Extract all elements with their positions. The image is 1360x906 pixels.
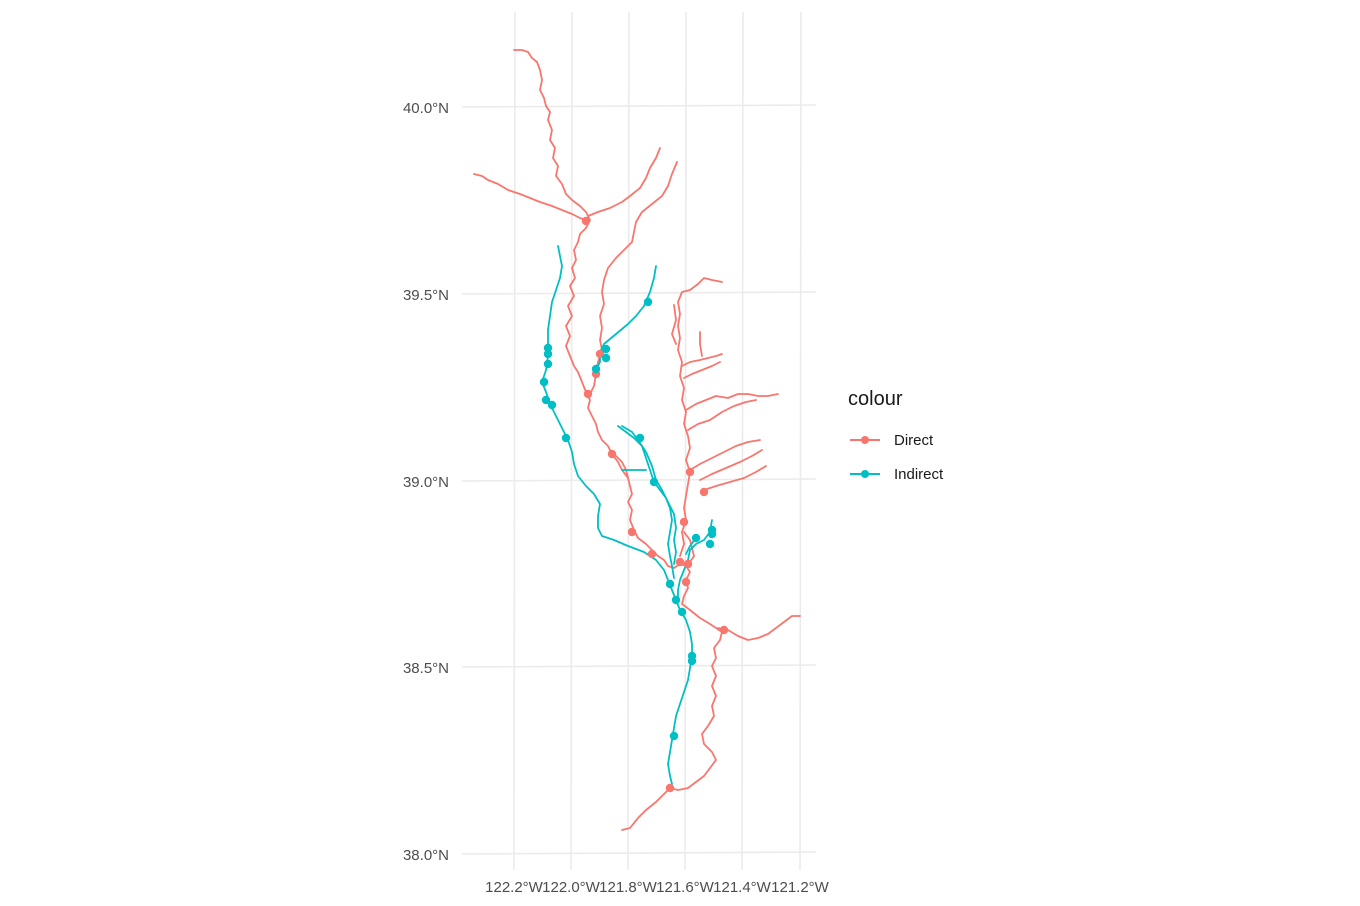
legend-key-direct — [850, 436, 880, 444]
direct-southeast-tributary — [717, 615, 801, 641]
legend: colour Direct Indirect — [848, 388, 943, 491]
indirect-site-point — [671, 595, 681, 605]
y-tick-label: 39.5°N — [403, 287, 449, 304]
legend-item-indirect: Indirect — [848, 457, 943, 491]
indirect-sites — [539, 297, 717, 741]
indirect-network — [541, 245, 713, 785]
x-tick-label: 122.0°W — [542, 879, 601, 896]
direct-site-point — [719, 625, 729, 635]
y-tick-label: 40.0°N — [403, 100, 449, 117]
direct-west-tributary — [473, 173, 587, 221]
x-tick-label: 121.4°W — [713, 879, 772, 896]
indirect-site-point — [539, 377, 549, 387]
legend-label-indirect: Indirect — [894, 465, 944, 483]
indirect-central-canal-a — [617, 425, 675, 579]
indirect-site-point — [635, 433, 645, 443]
x-tick-label: 122.2°W — [485, 879, 544, 896]
direct-site-point — [595, 349, 605, 359]
y-tick-label: 39.0°N — [403, 474, 449, 491]
direct-east-branch-1 — [681, 353, 723, 367]
indirect-west-canal — [541, 245, 693, 785]
indirect-east-canal — [677, 519, 713, 603]
direct-site-point — [665, 783, 675, 793]
direct-east-branch-4 — [687, 399, 757, 431]
indirect-site-point — [541, 395, 551, 405]
x-tick-label: 121.8°W — [599, 879, 658, 896]
direct-site-point — [681, 577, 691, 587]
direct-site-point — [647, 549, 657, 559]
indirect-site-point — [601, 344, 611, 354]
direct-site-point — [683, 559, 693, 569]
direct-site-point — [581, 216, 591, 226]
direct-east-branch-7 — [703, 465, 767, 491]
indirect-site-point — [591, 364, 601, 374]
legend-title: colour — [848, 388, 903, 410]
direct-site-point — [679, 517, 689, 527]
direct-site-point — [607, 449, 617, 459]
direct-site-point — [627, 527, 637, 537]
indirect-site-point — [707, 529, 717, 539]
indirect-site-point — [665, 579, 675, 589]
direct-east-system — [677, 277, 723, 557]
y-axis-labels: 40.0°N 39.5°N 39.0°N 38.5°N 38.0°N — [403, 100, 449, 864]
indirect-site-point — [543, 349, 553, 359]
direct-site-point — [699, 487, 709, 497]
indirect-site-point — [547, 400, 557, 410]
x-axis-labels: 122.2°W 122.0°W 121.8°W 121.6°W 121.4°W … — [485, 879, 830, 896]
direct-site-point — [675, 557, 685, 567]
direct-northeast-tributary — [587, 147, 661, 217]
indirect-site-point — [677, 607, 687, 617]
legend-label-direct: Direct — [894, 431, 934, 449]
indirect-site-point — [601, 353, 611, 363]
direct-east-branch-3 — [685, 393, 779, 411]
direct-east-tributary-1 — [595, 161, 678, 375]
direct-east-branch-5 — [689, 439, 761, 471]
direct-site-point — [685, 467, 695, 477]
gridlines — [461, 11, 817, 871]
indirect-site-point — [687, 656, 697, 666]
indirect-site-point — [561, 433, 571, 443]
direct-east-branch-9 — [699, 331, 703, 357]
direct-east-branch-6 — [699, 449, 763, 481]
direct-site-point — [583, 389, 593, 399]
direct-network — [473, 49, 801, 831]
direct-main-stem — [513, 49, 723, 791]
x-tick-label: 121.6°W — [656, 879, 715, 896]
indirect-site-point — [705, 539, 715, 549]
indirect-site-point — [543, 359, 553, 369]
indirect-site-point — [543, 343, 553, 353]
indirect-site-point — [643, 297, 653, 307]
legend-key-indirect — [850, 470, 880, 478]
indirect-site-point — [691, 533, 701, 543]
x-tick-label: 121.2°W — [771, 879, 830, 896]
y-tick-label: 38.5°N — [403, 660, 449, 677]
y-tick-label: 38.0°N — [403, 847, 449, 864]
indirect-site-point — [669, 731, 679, 741]
direct-lower-reach — [621, 787, 671, 831]
direct-east-branch-8 — [671, 304, 677, 345]
direct-east-branch-2 — [683, 361, 721, 379]
indirect-site-point — [649, 477, 659, 487]
legend-item-direct: Direct — [848, 423, 943, 457]
